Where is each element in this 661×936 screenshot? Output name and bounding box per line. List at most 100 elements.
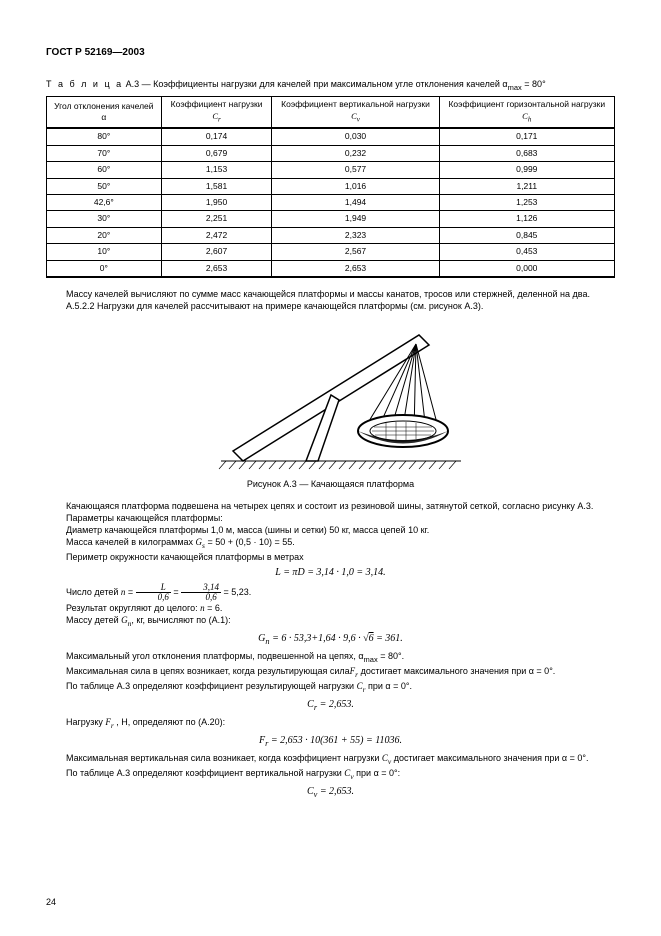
table-cell: 0,999 [439,162,614,178]
table-cell: 0,679 [161,145,272,161]
table-cell: 30° [47,211,162,227]
table-caption-suffix: = 80° [522,79,546,89]
frac-den-1: 0,6 [136,593,171,602]
table-cell: 2,607 [161,244,272,260]
table-cell: 42,6° [47,195,162,211]
table-cell: 60° [47,162,162,178]
p16b: при α = 0°: [354,768,400,778]
table-row: 60°1,1530,5770,999 [47,162,615,178]
table-cell: 1,016 [272,178,439,194]
paragraph-14: Нагрузку Fr , Н, определяют по (А.20): [46,716,615,731]
p8a: Число детей [66,587,121,597]
paragraph-12: Максимальная сила в цепях возникает, ког… [46,665,615,680]
paragraph-7: Периметр окружности качающейся платформы… [46,551,615,563]
paragraph-3: Качающаяся платформа подвешена на четыре… [46,500,615,512]
table-cell: 2,653 [272,260,439,277]
table-cell: 0,577 [272,162,439,178]
table-row: 42,6°1,9501,4941,253 [47,195,615,211]
document-header: ГОСТ Р 52169—2003 [46,46,615,60]
table-cell: 0,000 [439,260,614,277]
col-header-cr: Коэффициент нагрузки Cr [161,97,272,128]
formula-Gn: Gn = 6 · 53,3+1,64 · 9,6 · √6 = 361. [46,632,615,647]
paragraph-a522: А.5.2.2 Нагрузки для качелей рассчитываю… [46,300,615,312]
table-row: 50°1,5811,0161,211 [47,178,615,194]
p6a: Масса качелей в килограммах [66,537,196,547]
table-row: 70°0,6790,2320,683 [47,145,615,161]
table-cell: 2,251 [161,211,272,227]
formula-L: L = πD = 3,14 · 1,0 = 3,14. [46,566,615,580]
paragraph-10: Массу детей Gn, кг, вычисляют по (А.1): [46,614,615,629]
p10b: , кг, вычисляют по (А.1): [131,615,230,625]
paragraph-16: По таблице А.3 определяют коэффициент ве… [46,767,615,782]
paragraph-13: По таблице А.3 определяют коэффициент ре… [46,680,615,695]
table-caption-text: А.3 — Коэффициенты нагрузки для качелей … [126,79,508,89]
swing-platform-icon [191,321,471,471]
col-header-cv: Коэффициент вертикальной нагрузки Cv [272,97,439,128]
table-row: 20°2,4722,3230,845 [47,227,615,243]
col-header-ch: Коэффициент горизонтальной нагрузки Ch [439,97,614,128]
paragraph-11: Максимальный угол отклонения платформы, … [46,650,615,665]
paragraph-8: Число детей n = L0,6 = 3,140,6 = 5,23. [46,583,615,602]
table-cell: 1,949 [272,211,439,227]
table-caption-sub: max [508,82,522,91]
p9b: = 6. [205,603,223,613]
col-header-angle: Угол отклонения качелей α [47,97,162,128]
table-cell: 0° [47,260,162,277]
p8b: = 5,23. [223,587,251,597]
table-cell: 1,950 [161,195,272,211]
page-number: 24 [46,896,56,908]
p13a: По таблице А.3 определяют коэффициент ре… [66,681,357,691]
table-cell: 2,472 [161,227,272,243]
paragraph-mass: Массу качелей вычисляют по сумме масс ка… [46,288,615,300]
figure-a3 [46,321,615,474]
table-row: 10°2,6072,5670,453 [47,244,615,260]
p6b: = 50 + (0,5 · 10) = 55. [205,537,295,547]
p11t: Максимальный угол отклонения платформы, … [66,651,364,661]
table-cell: 0,453 [439,244,614,260]
paragraph-15: Максимальная вертикальная сила возникает… [46,752,615,767]
table-cell: 2,567 [272,244,439,260]
table-cell: 20° [47,227,162,243]
table-cell: 70° [47,145,162,161]
paragraph-6: Масса качелей в килограммах Gs = 50 + (0… [46,536,615,551]
table-cell: 1,581 [161,178,272,194]
p12b: достигает максимального значения при α =… [358,666,555,676]
p10a: Массу детей [66,615,121,625]
p12a: Максимальная сила в цепях возникает, ког… [46,665,350,677]
formula-Fr: Fr = 2,653 · 10(361 + 55) = 11036. [46,734,615,749]
table-cell: 2,323 [272,227,439,243]
p14b: , Н, определяют по (А.20): [114,717,225,727]
p11sub: max [364,655,378,664]
table-cell: 0,845 [439,227,614,243]
formula-Cr: Cr = 2,653. [46,698,615,713]
table-cell: 1,253 [439,195,614,211]
p14a: Нагрузку [66,717,105,727]
table-cell: 1,211 [439,178,614,194]
table-cell: 0,030 [272,128,439,145]
table-cell: 0,174 [161,128,272,145]
frac-den-2: 0,6 [181,593,221,602]
figure-caption: Рисунок А.3 — Качающаяся платформа [46,478,615,490]
paragraph-4: Параметры качающейся платформы: [46,512,615,524]
table-caption-prefix: Т а б л и ц а [46,79,123,89]
p16a: По таблице А.3 определяют коэффициент ве… [66,768,344,778]
p11suf: = 80°. [378,651,404,661]
table-caption: Т а б л и ц а А.3 — Коэффициенты нагрузк… [46,78,615,93]
table-cell: 50° [47,178,162,194]
table-cell: 2,653 [161,260,272,277]
p15b: достигает максимального значения при α =… [391,753,588,763]
p13b: при α = 0°. [366,681,412,691]
p9a: Результат округляют до целого: [66,603,200,613]
table-cell: 0,171 [439,128,614,145]
table-cell: 10° [47,244,162,260]
table-cell: 1,153 [161,162,272,178]
formula-Cv: Cv = 2,653. [46,785,615,800]
coefficients-table: Угол отклонения качелей α Коэффициент на… [46,96,615,278]
table-cell: 0,683 [439,145,614,161]
paragraph-5: Диаметр качающейся платформы 1,0 м, масс… [46,524,615,536]
table-cell: 0,232 [272,145,439,161]
table-cell: 1,494 [272,195,439,211]
paragraph-9: Результат округляют до целого: n = 6. [46,602,615,614]
table-cell: 80° [47,128,162,145]
table-row: 80°0,1740,0300,171 [47,128,615,145]
